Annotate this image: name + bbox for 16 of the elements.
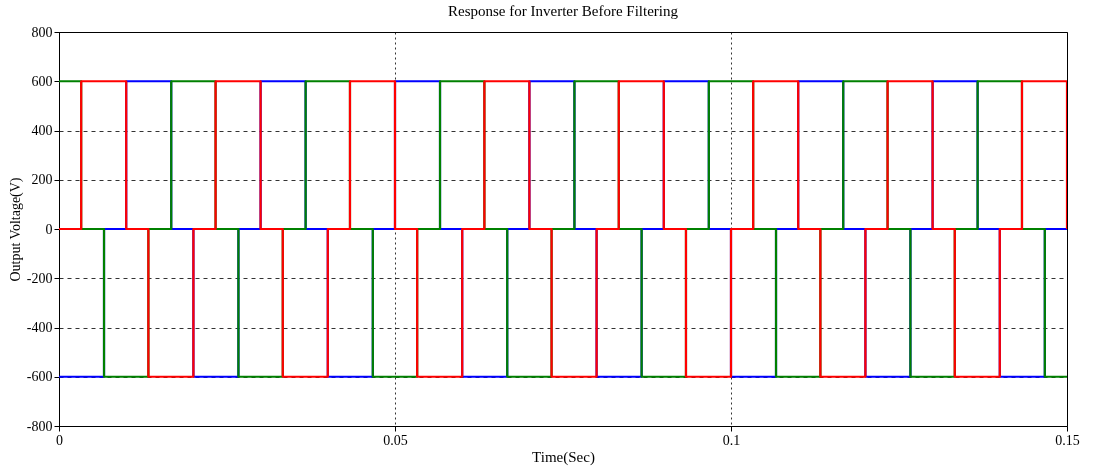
x-tick-label: 0 [56, 432, 63, 448]
y-tick-label: 200 [31, 172, 53, 188]
x-tick-label: 0.15 [1055, 432, 1080, 448]
y-tick-label: -600 [26, 369, 53, 385]
chart-title: Response for Inverter Before Filtering [448, 3, 679, 19]
y-tick-label: -800 [26, 418, 53, 434]
x-tick-label: 0.1 [722, 432, 741, 448]
y-tick-label: 600 [31, 73, 53, 89]
y-tick-label: -200 [26, 270, 53, 286]
x-axis-title: Time(Sec) [532, 448, 595, 466]
x-tick-label: 0.05 [383, 432, 408, 448]
y-tick-label: -400 [26, 320, 53, 335]
y-tick-label: 0 [45, 221, 53, 237]
y-axis-title: Output Voltage(V) [7, 177, 24, 282]
y-tick-label: 800 [31, 24, 53, 40]
y-tick-label: 400 [31, 123, 53, 138]
